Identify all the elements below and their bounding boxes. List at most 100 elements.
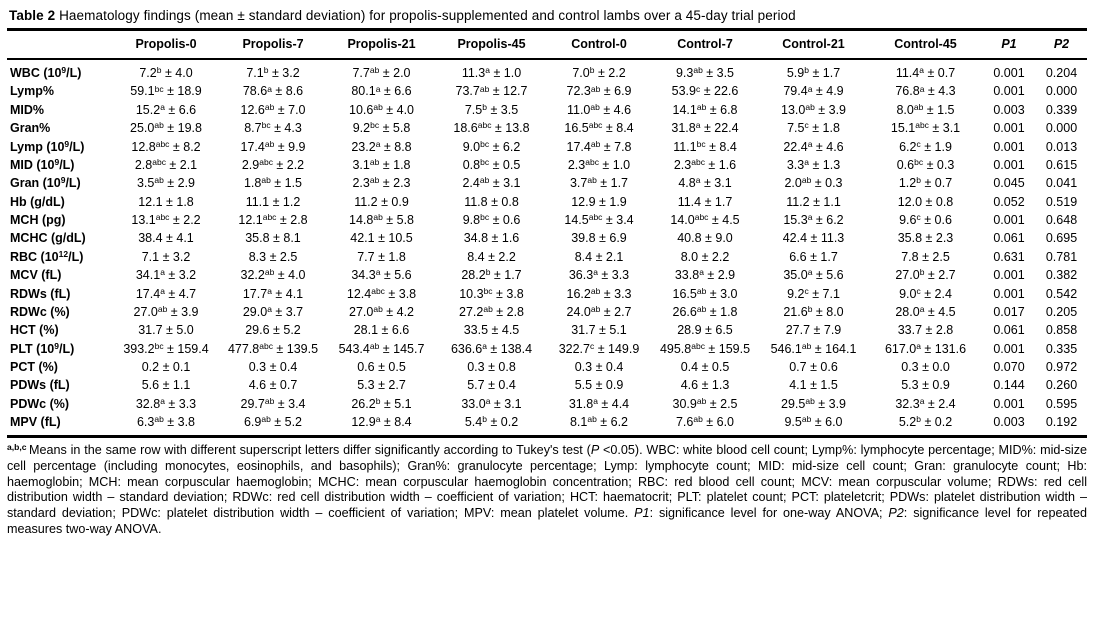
data-cell: 80.1a ± 6.6 — [351, 83, 412, 99]
data-cell: 16.5abc ± 8.4 — [564, 120, 634, 136]
data-cell: 28.2b ± 1.7 — [461, 267, 522, 283]
table-row: RDWc (%) 27.0ab ± 3.9 29.0a ± 3.7 27.0ab ± … — [7, 303, 1087, 321]
row-label: MPV (fL) — [10, 415, 61, 430]
column-header: Control-21 — [782, 37, 845, 51]
data-cell: 8.3 ± 2.5 — [248, 249, 298, 264]
data-cell: 27.7 ± 7.9 — [785, 323, 842, 338]
data-cell: 2.4ab ± 3.1 — [462, 175, 521, 191]
column-header: Control-45 — [894, 37, 957, 51]
data-cell: 34.3a ± 5.6 — [351, 267, 412, 283]
p-value-cell: 0.542 — [1045, 286, 1078, 301]
table-row: Hb (g/dL) 12.1 ± 1.8 11.1 ± 1.2 11.2 ± 0.9 1… — [7, 192, 1087, 210]
data-cell: 29.0a ± 3.7 — [242, 304, 304, 319]
data-cell: 33.7 ± 2.8 — [897, 323, 954, 338]
data-cell: 34.1a ± 3.2 — [135, 267, 197, 283]
data-cell: 34.8 ± 1.6 — [463, 231, 520, 246]
data-cell: 7.2b ± 4.0 — [139, 65, 193, 80]
p-value-cell: 0.003 — [993, 102, 1025, 117]
data-cell: 17.4ab ± 7.8 — [566, 138, 632, 154]
table-row: Lymp (109/L) 12.8abc ± 8.2 17.4ab ± 9.9 23.… — [7, 137, 1087, 155]
table-title: Table 2 Haematology findings (mean ± sta… — [7, 5, 1087, 28]
row-label: Hb (g/dL) — [10, 194, 65, 209]
data-cell: 33.0a ± 3.1 — [461, 395, 522, 411]
data-cell: 27.2ab ± 2.8 — [459, 304, 524, 319]
data-cell: 35.8 ± 2.3 — [897, 231, 954, 246]
header-row: Propolis-0 Propolis-7 Propolis-21 Propolis-… — [7, 30, 1087, 59]
data-cell: 7.8 ± 2.5 — [901, 249, 950, 264]
data-cell: 23.2a ± 8.8 — [351, 138, 412, 154]
data-cell: 3.5ab ± 2.9 — [136, 175, 196, 191]
row-label: RDWc (%) — [10, 304, 70, 319]
table-row: MCH (pg) 13.1abc ± 2.2 12.1abc ± 2.8 14.8ab… — [7, 211, 1087, 229]
data-cell: 4.1 ± 1.5 — [789, 378, 838, 393]
table-row: PCT (%) 0.2 ± 0.1 0.3 ± 0.4 0.6 ± 0.5 0.3 ± … — [7, 358, 1087, 376]
p-value-cell: 0.144 — [993, 378, 1025, 393]
data-cell: 11.2 ± 1.1 — [786, 194, 841, 209]
data-cell: 30.9ab ± 2.5 — [672, 395, 738, 411]
data-cell: 617.0a ± 131.6 — [884, 340, 967, 356]
row-label: Lymp% — [10, 84, 54, 99]
p-value-cell: 0.001 — [993, 84, 1025, 99]
column-header: Propolis-45 — [457, 37, 526, 51]
data-cell: 15.3a ± 6.2 — [783, 212, 844, 227]
p-value-cell: 0.205 — [1045, 304, 1078, 319]
p-value-cell: 0.192 — [1045, 415, 1078, 430]
p-value-cell: 0.648 — [1045, 213, 1078, 227]
data-cell: 1.8ab ± 1.5 — [243, 175, 303, 191]
data-cell: 8.4 ± 2.2 — [467, 249, 516, 264]
data-cell: 4.6 ± 0.7 — [248, 378, 298, 393]
data-cell: 546.1ab ± 164.1 — [770, 340, 857, 356]
data-cell: 9.3ab ± 3.5 — [675, 65, 735, 80]
data-cell: 9.0bc ± 6.2 — [462, 138, 521, 154]
p-value-cell: 0.972 — [1045, 360, 1078, 374]
data-cell: 32.8a ± 3.3 — [135, 395, 197, 411]
p-value-cell: 0.001 — [993, 341, 1025, 356]
data-cell: 11.8 ± 0.8 — [464, 194, 519, 209]
row-label: Gran (109/L) — [10, 175, 81, 191]
data-cell: 0.6 ± 0.5 — [357, 360, 406, 374]
data-cell: 8.4 ± 2.1 — [574, 249, 624, 264]
p-value-cell: 0.631 — [993, 249, 1025, 264]
p-value-cell: 0.003 — [993, 415, 1025, 430]
data-cell: 16.5ab ± 3.0 — [672, 285, 738, 301]
row-label: WBC (109/L) — [10, 65, 82, 80]
row-label: MCH (pg) — [10, 213, 66, 227]
data-cell: 2.0ab ± 0.3 — [784, 175, 843, 191]
data-cell: 73.7ab ± 12.7 — [455, 83, 528, 99]
table-header: Propolis-0 Propolis-7 Propolis-21 Propolis-… — [7, 30, 1087, 59]
table-row: Gran% 25.0ab ± 19.8 8.7bc ± 4.3 9.2bc ± 5.8… — [7, 119, 1087, 137]
p-value-cell: 0.013 — [1045, 139, 1078, 154]
data-cell: 5.3 ± 0.9 — [901, 378, 950, 393]
table-row: RBC (1012/L) 7.1 ± 3.2 8.3 ± 2.5 7.7 ± 1.8 8… — [7, 248, 1087, 266]
data-cell: 7.7ab ± 2.0 — [352, 65, 411, 80]
data-cell: 26.2b ± 5.1 — [351, 395, 412, 411]
data-cell: 3.3a ± 1.3 — [786, 157, 841, 172]
data-cell: 543.4ab ± 145.7 — [338, 340, 425, 356]
data-cell: 0.3 ± 0.4 — [574, 360, 624, 374]
data-cell: 16.2ab ± 3.3 — [566, 285, 632, 301]
column-header: Control-7 — [677, 37, 733, 51]
table-footnote: a,b,c Means in the same row with differe… — [7, 442, 1088, 536]
data-cell: 15.1abc ± 3.1 — [890, 120, 961, 136]
p-value-cell: 0.001 — [993, 268, 1025, 283]
data-cell: 9.6c ± 0.6 — [899, 212, 952, 227]
data-cell: 40.8 ± 9.0 — [677, 231, 733, 246]
data-cell: 2.3ab ± 2.3 — [352, 175, 411, 191]
data-cell: 35.8 ± 8.1 — [245, 231, 301, 246]
data-cell: 7.6ab ± 6.0 — [675, 414, 735, 430]
p-value-cell: 0.615 — [1045, 157, 1078, 172]
data-cell: 13.0ab ± 3.9 — [781, 101, 846, 117]
table-row: HCT (%) 31.7 ± 5.0 29.6 ± 5.2 28.1 ± 6.6 33.… — [7, 321, 1087, 339]
p-value-cell: 0.339 — [1045, 102, 1078, 117]
data-cell: 31.8a ± 22.4 — [671, 120, 739, 136]
table-row: MID (109/L) 2.8abc ± 2.1 2.9abc ± 2.2 3.1ab… — [7, 156, 1087, 174]
row-label: HCT (%) — [10, 323, 59, 338]
table-row: MPV (fL) 6.3ab ± 3.8 6.9ab ± 5.2 12.9a ± 8.… — [7, 413, 1087, 437]
haematology-table: Propolis-0 Propolis-7 Propolis-21 Propolis-… — [7, 28, 1087, 439]
row-label: PCT (%) — [10, 360, 58, 374]
data-cell: 11.2 ± 0.9 — [354, 194, 409, 209]
data-cell: 9.8bc ± 0.6 — [462, 212, 521, 227]
table-caption: Haematology findings (mean ± standard de… — [55, 8, 796, 23]
data-cell: 17.4a ± 4.7 — [135, 285, 197, 301]
